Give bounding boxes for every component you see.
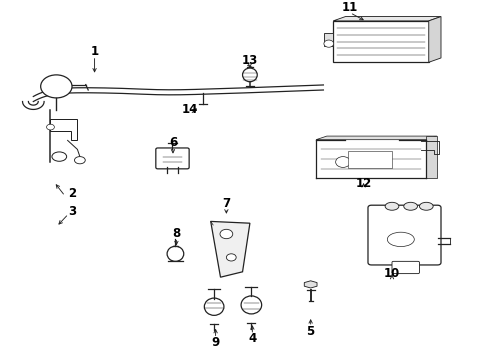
- Text: 12: 12: [355, 177, 372, 190]
- FancyBboxPatch shape: [156, 148, 189, 169]
- Polygon shape: [304, 281, 317, 288]
- Circle shape: [47, 124, 54, 130]
- Circle shape: [41, 75, 72, 98]
- Ellipse shape: [419, 202, 433, 210]
- Ellipse shape: [385, 202, 399, 210]
- Text: 6: 6: [169, 136, 177, 149]
- Polygon shape: [429, 17, 441, 62]
- FancyBboxPatch shape: [368, 205, 441, 265]
- Text: 8: 8: [172, 227, 180, 240]
- Ellipse shape: [204, 298, 224, 315]
- Text: 9: 9: [212, 336, 220, 348]
- Ellipse shape: [387, 232, 415, 247]
- Bar: [324, 33, 333, 46]
- Text: 14: 14: [182, 103, 198, 116]
- Polygon shape: [333, 17, 441, 21]
- Text: 13: 13: [242, 54, 258, 67]
- Text: 7: 7: [222, 197, 230, 210]
- Text: 10: 10: [384, 267, 400, 280]
- Text: 5: 5: [307, 325, 315, 338]
- Polygon shape: [50, 119, 77, 140]
- Bar: [333, 21, 429, 62]
- Circle shape: [324, 40, 334, 47]
- FancyBboxPatch shape: [392, 261, 419, 274]
- Circle shape: [336, 157, 350, 167]
- Ellipse shape: [241, 296, 262, 314]
- Circle shape: [226, 254, 236, 261]
- Bar: [348, 151, 392, 168]
- Ellipse shape: [404, 202, 417, 210]
- Text: 4: 4: [248, 332, 256, 345]
- Polygon shape: [211, 221, 250, 277]
- Circle shape: [220, 229, 233, 239]
- Ellipse shape: [167, 246, 184, 261]
- Ellipse shape: [52, 152, 67, 161]
- Text: 3: 3: [69, 205, 76, 218]
- Ellipse shape: [74, 157, 85, 164]
- Polygon shape: [316, 136, 437, 140]
- Ellipse shape: [243, 68, 257, 82]
- Text: 11: 11: [342, 1, 358, 14]
- Text: 1: 1: [91, 45, 98, 58]
- Polygon shape: [426, 136, 437, 178]
- Text: 2: 2: [69, 187, 76, 200]
